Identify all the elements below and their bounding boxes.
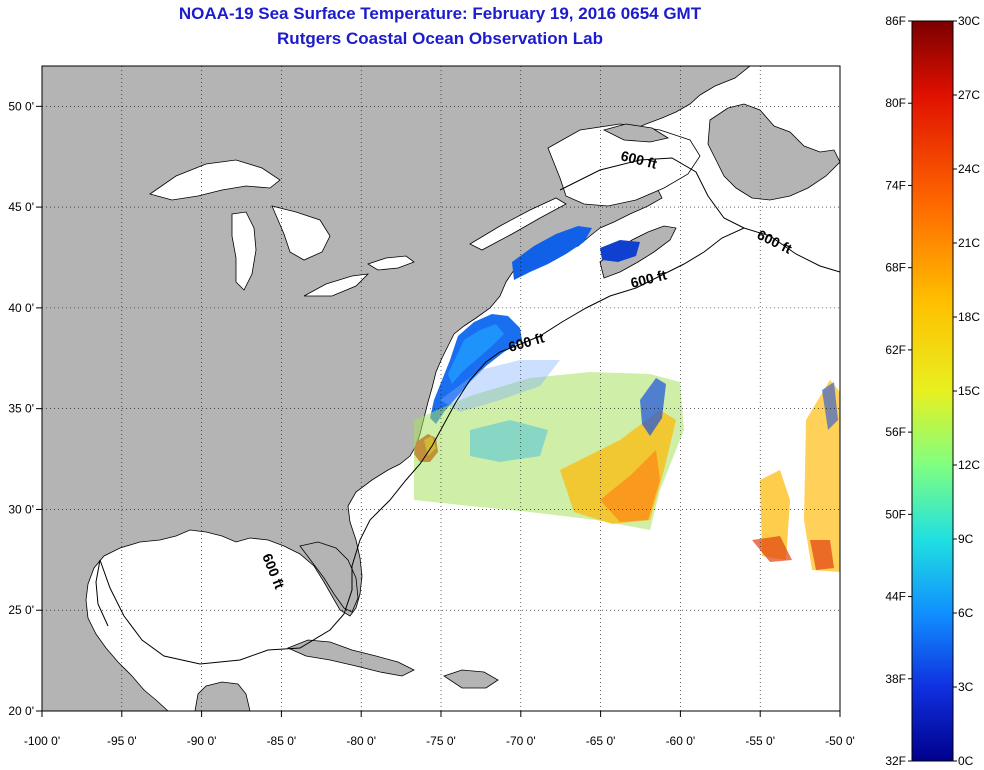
land-florida [299,541,359,613]
lon-tick-label: -50 0' [825,734,855,748]
lat-tick-label: 45 0' [8,200,34,214]
lake-huron [271,205,331,261]
lon-tick-label: -80 0' [346,734,376,748]
lon-tick-label: -95 0' [107,734,137,748]
anticosti-island [602,123,670,143]
colorbar [911,20,954,762]
isobath-600ft-gulf [95,559,109,627]
colorbar-c-label: 12C [958,458,980,472]
map-title: NOAA-19 Sea Surface Temperature: Februar… [178,4,702,23]
lake-superior [149,159,281,201]
lake-ontario [367,255,415,271]
colorbar-c-label: 24C [958,162,980,176]
colorbar-f-label: 44F [885,590,906,604]
colorbar-c-label: 27C [958,88,980,102]
colorbar-c-label: 15C [958,384,980,398]
sst-data-east [752,380,840,572]
st-lawrence-river [469,197,567,251]
colorbar-c-label: 9C [958,532,974,546]
colorbar-f-label: 80F [885,96,906,110]
lat-tick-label: 35 0' [8,402,34,416]
colorbar-fahrenheit-labels: 86F 80F 74F 68F 62F 56F 50F 44F 38F 32F [885,14,912,768]
colorbar-celsius-labels: 30C 27C 24C 21C 18C 15C 12C 9C 6C 3C 0C [953,14,980,768]
lon-tick-label: -65 0' [586,734,616,748]
colorbar-c-label: 3C [958,680,974,694]
sst-data-offshore [414,360,684,530]
colorbar-f-label: 38F [885,672,906,686]
colorbar-c-label: 21C [958,236,980,250]
lon-tick-label: -75 0' [426,734,456,748]
lat-tick-label: 25 0' [8,603,34,617]
colorbar-f-label: 56F [885,425,906,439]
lon-tick-label: -60 0' [666,734,696,748]
longitude-axis: -100 0' -95 0' -90 0' -85 0' -80 0' -75 0' -70… [24,711,855,748]
colorbar-f-label: 68F [885,261,906,275]
latitude-axis: 20 0' 25 0' 30 0' 35 0' 40 0' 45 0' 50 0' [8,99,42,718]
lon-tick-label: -70 0' [506,734,536,748]
colorbar-c-label: 0C [958,754,974,768]
colorbar-f-label: 50F [885,507,906,521]
land-newfoundland [707,103,840,201]
sst-data-coastal [430,226,640,424]
lat-tick-label: 30 0' [8,502,34,516]
lon-tick-label: -55 0' [745,734,775,748]
lake-erie [303,273,370,297]
isobath-600ft [99,227,840,665]
lat-tick-label: 40 0' [8,301,34,315]
land-hispaniola [443,669,499,689]
land-yucatan [194,681,251,711]
lon-tick-label: -85 0' [267,734,297,748]
colorbar-f-label: 86F [885,14,906,28]
land-cuba [286,639,415,677]
lon-tick-label: -90 0' [187,734,217,748]
isobath-600ft-north [559,157,745,229]
map-subtitle: Rutgers Coastal Ocean Observation Lab [277,29,603,48]
colorbar-f-label: 62F [885,343,906,357]
colorbar-c-label: 18C [958,310,980,324]
lat-tick-label: 20 0' [8,704,34,718]
lon-tick-label: -100 0' [24,734,60,748]
lake-michigan [231,211,257,291]
colorbar-f-label: 32F [885,754,906,768]
colorbar-c-label: 30C [958,14,980,28]
lat-tick-label: 50 0' [8,99,34,113]
graticule [42,66,840,711]
colorbar-c-label: 6C [958,606,974,620]
colorbar-f-label: 74F [885,178,906,192]
